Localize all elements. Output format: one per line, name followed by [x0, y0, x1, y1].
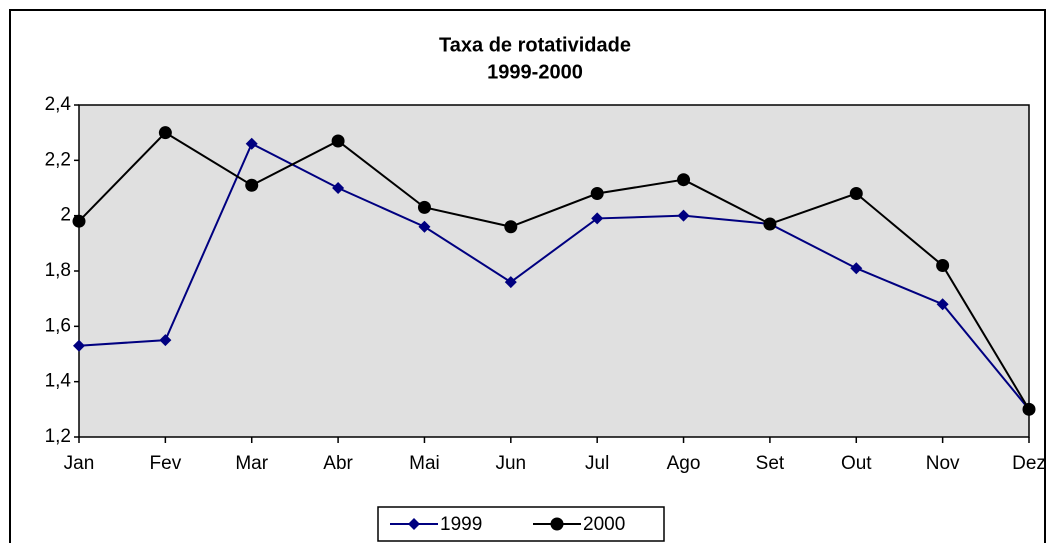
- point: [936, 298, 949, 311]
- point: [590, 187, 604, 201]
- legend-marker: [550, 517, 564, 531]
- chart-subtitle: 1999-2000: [487, 61, 583, 83]
- chart-title: Taxa de rotatividade: [439, 34, 631, 56]
- point: [936, 258, 950, 272]
- point: [245, 178, 259, 192]
- x-tick-label: Mar: [235, 453, 268, 474]
- point: [677, 173, 691, 187]
- point: [73, 339, 85, 352]
- legend-label: 2000: [583, 514, 625, 535]
- legend-label: 1999: [440, 514, 482, 535]
- point: [504, 276, 517, 289]
- point: [677, 209, 690, 222]
- x-tick-label: Jun: [495, 453, 526, 474]
- x-tick-label: Nov: [926, 453, 960, 474]
- x-tick-label: Jan: [64, 453, 95, 474]
- y-tick-label: 2,2: [45, 149, 71, 170]
- point: [1022, 402, 1036, 416]
- y-tick-label: 1,2: [45, 426, 71, 447]
- x-tick-label: Ago: [667, 453, 701, 474]
- series-line: [78, 131, 1030, 410]
- point: [72, 214, 86, 228]
- point: [158, 126, 172, 140]
- point: [763, 217, 777, 231]
- point: [332, 182, 345, 194]
- point: [331, 134, 345, 148]
- y-tick-label: 2,4: [45, 94, 72, 115]
- point: [159, 334, 172, 347]
- plot-area: [78, 104, 1030, 438]
- x-tick-label: Fev: [150, 453, 182, 474]
- x-tick-label: Dez: [1012, 453, 1046, 474]
- point: [850, 262, 863, 275]
- point: [591, 212, 604, 225]
- legend-marker: [408, 518, 420, 530]
- y-tick-label: 1,6: [45, 315, 71, 336]
- point: [504, 220, 518, 234]
- point: [849, 187, 863, 201]
- x-tick-label: Set: [756, 453, 785, 474]
- x-tick-label: Abr: [323, 453, 353, 474]
- point: [418, 220, 431, 233]
- x-tick-label: Jul: [585, 453, 609, 474]
- y-tick-label: 1,8: [45, 260, 71, 281]
- y-tick-label: 1,4: [45, 371, 72, 392]
- x-tick-label: Out: [841, 453, 872, 474]
- point: [245, 137, 258, 150]
- y-tick-label: 2: [60, 205, 71, 226]
- x-tick-label: Mai: [409, 453, 440, 474]
- point: [417, 200, 431, 214]
